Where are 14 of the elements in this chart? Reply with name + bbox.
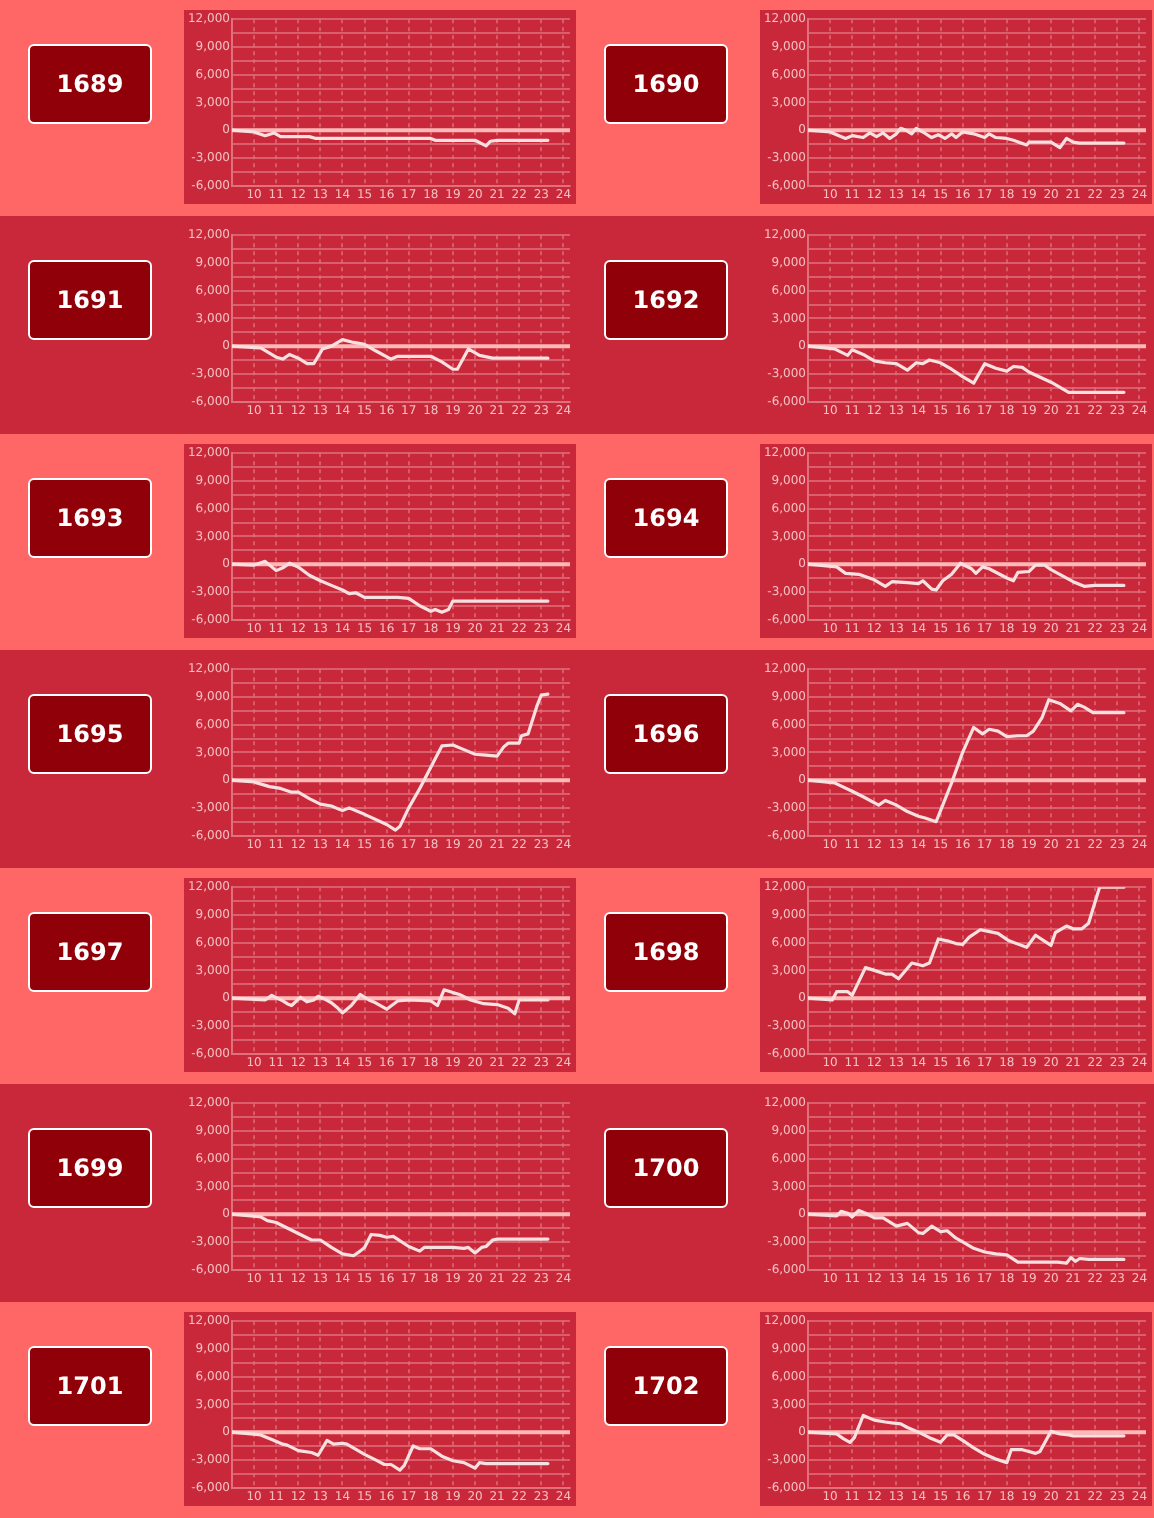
text: 1693 [28, 477, 152, 558]
text: 1698 [604, 911, 728, 992]
text: 1702 [604, 1345, 728, 1426]
text: 1699 [28, 1128, 152, 1209]
text: 1690 [604, 44, 728, 124]
text: 1697 [28, 911, 152, 992]
text: 1695 [28, 694, 152, 775]
text: 1701 [28, 1345, 152, 1426]
text: 1694 [604, 477, 728, 558]
text: 1689 [28, 44, 152, 124]
text: 1700 [604, 1128, 728, 1209]
text: 1691 [28, 260, 152, 341]
text: 1696 [604, 694, 728, 775]
text: 1692 [604, 260, 728, 341]
